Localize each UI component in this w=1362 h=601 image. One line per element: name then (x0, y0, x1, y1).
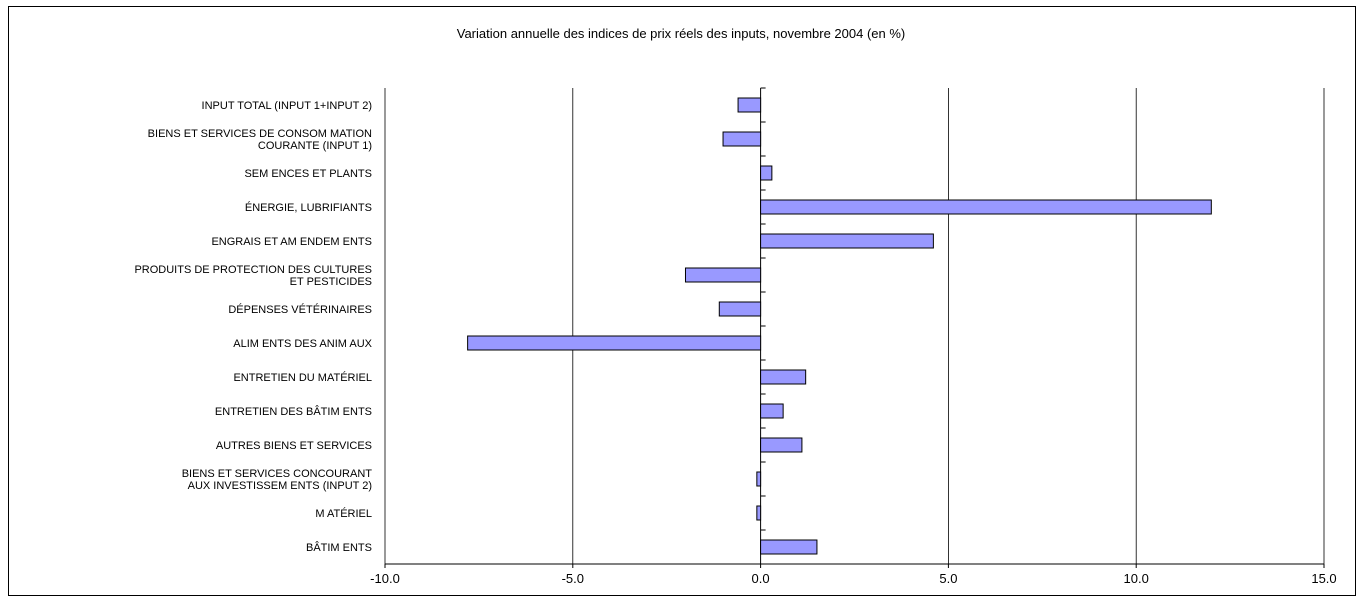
category-label-5-line-0: PRODUITS DE PROTECTION DES CULTURES (134, 264, 372, 276)
bar-2 (760, 165, 773, 181)
category-label-12: M ATÉRIEL (315, 507, 372, 520)
bar-3 (760, 199, 1212, 215)
x-tick-label-1: -5.0 (562, 571, 584, 586)
bar-11 (756, 471, 762, 487)
category-label-10: AUTRES BIENS ET SERVICES (216, 440, 372, 452)
category-label-3: ÉNERGIE, LUBRIFIANTS (245, 201, 372, 214)
chart-title: Variation annuelle des indices de prix r… (456, 26, 906, 41)
category-label-8: ENTRETIEN DU MATÉRIEL (233, 371, 372, 384)
x-tick-label-4: 10.0 (1124, 571, 1149, 586)
bar-10 (760, 437, 803, 453)
bar-9 (760, 403, 784, 419)
category-label-2: SEM ENCES ET PLANTS (244, 168, 372, 180)
bar-8 (760, 369, 807, 385)
category-label-1-line-1: COURANTE (INPUT 1) (258, 140, 372, 152)
category-label-5-line-1: ET PESTICIDES (290, 276, 372, 288)
bar-5 (684, 267, 762, 283)
x-tick-label-2: 0.0 (752, 571, 770, 586)
bar-12 (756, 505, 762, 521)
x-tick-label-3: 5.0 (939, 571, 957, 586)
category-label-13: BÂTIM ENTS (306, 541, 372, 554)
bar-13 (760, 539, 818, 555)
chart-frame (8, 6, 1356, 596)
bar-6 (718, 301, 762, 317)
bar-1 (722, 131, 762, 147)
category-label-6: DÉPENSES VÉTÉRINAIRES (228, 303, 372, 316)
category-label-9: ENTRETIEN DES BÂTIM ENTS (215, 405, 372, 418)
bar-7 (467, 335, 762, 351)
bar-4 (760, 233, 934, 249)
category-label-0: INPUT TOTAL (INPUT 1+INPUT 2) (202, 100, 372, 112)
category-label-4: ENGRAIS ET AM ENDEM ENTS (211, 236, 372, 248)
x-tick-label-5: 15.0 (1311, 571, 1336, 586)
category-label-11-line-0: BIENS ET SERVICES CONCOURANT (182, 468, 373, 480)
category-label-11-line-1: AUX INVESTISSEM ENTS (INPUT 2) (188, 480, 372, 492)
category-label-7: ALIM ENTS DES ANIM AUX (233, 338, 372, 350)
bar-0 (737, 97, 762, 113)
x-tick-label-0: -10.0 (370, 571, 400, 586)
category-label-1-line-0: BIENS ET SERVICES DE CONSOM MATION (148, 128, 372, 140)
